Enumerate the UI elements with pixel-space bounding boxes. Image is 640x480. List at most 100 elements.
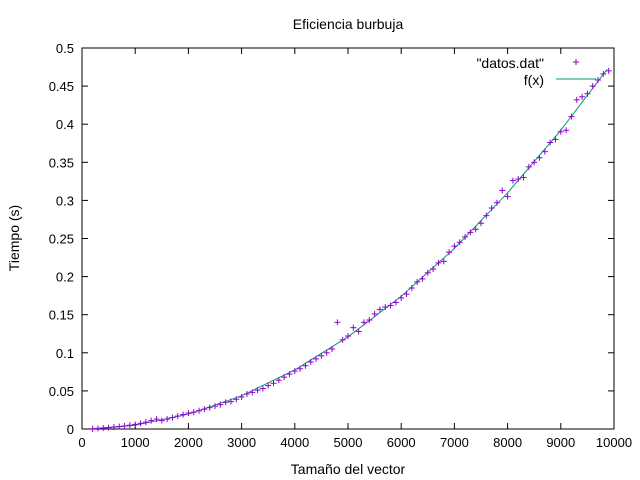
data-point: [430, 265, 437, 272]
data-point: [568, 113, 575, 120]
data-point: [206, 404, 213, 411]
data-point: [196, 407, 203, 414]
x-tick-label: 3000: [227, 435, 256, 450]
data-point: [515, 176, 522, 183]
data-point: [483, 212, 490, 219]
data-point: [302, 362, 309, 369]
x-tick-label: 5000: [334, 435, 363, 450]
x-tick-label: 2000: [174, 435, 203, 450]
data-point: [243, 390, 250, 397]
chart-title: Eficiencia burbuja: [293, 16, 404, 32]
data-point: [419, 275, 426, 282]
data-point: [360, 319, 367, 326]
data-point: [323, 349, 330, 356]
data-point: [509, 177, 516, 184]
data-point: [472, 226, 479, 233]
data-point: [366, 317, 373, 324]
data-point: [318, 352, 325, 359]
y-axis-ticks: 0 0.05 0.1 0.15 0.2 0.25 0.3 0.35 0.4 0.45 0.5: [49, 41, 614, 437]
data-point: [376, 306, 383, 313]
data-point: [478, 220, 484, 227]
data-point: [541, 148, 548, 155]
data-point: [398, 294, 405, 301]
data-point: [584, 90, 591, 97]
data-point: [392, 299, 399, 306]
data-point: [270, 380, 277, 387]
data-point: [158, 417, 165, 424]
data-point: [371, 310, 378, 317]
data-point: [451, 243, 458, 250]
data-point: [132, 421, 139, 428]
legend: "datos.dat" f(x): [476, 55, 596, 88]
data-point: [563, 127, 570, 134]
data-point: [462, 233, 469, 240]
data-point: [467, 229, 474, 236]
data-point: [105, 424, 112, 431]
y-tick-label: 0.35: [49, 155, 74, 170]
x-axis-ticks: 0 1000 2000 3000 4000 5000 6000 7000 8000 9000 100…: [78, 48, 632, 450]
data-point: [217, 401, 224, 408]
data-point: [350, 324, 357, 331]
x-tick-label: 0: [78, 435, 85, 450]
data-point: [201, 406, 208, 413]
data-point: [488, 205, 495, 212]
data-point: [387, 302, 394, 309]
data-point: [499, 187, 506, 194]
data-point: [148, 417, 155, 424]
y-tick-label: 0.25: [49, 232, 74, 247]
data-point: [424, 269, 431, 276]
data-point: [382, 304, 389, 311]
data-point: [116, 423, 123, 430]
data-point: [94, 425, 101, 432]
data-point: [520, 174, 527, 181]
data-point: [531, 159, 538, 166]
data-point: [446, 249, 453, 256]
data-point: [137, 420, 144, 427]
y-tick-label: 0.05: [49, 384, 74, 399]
data-point: [440, 258, 447, 265]
data-point: [126, 422, 133, 429]
data-point: [600, 70, 607, 77]
data-point: [297, 365, 304, 372]
data-point: [185, 409, 192, 416]
data-point: [355, 328, 362, 335]
data-point: [164, 416, 171, 423]
data-point: [121, 422, 128, 429]
x-tick-label: 4000: [280, 435, 309, 450]
data-point: [291, 368, 298, 375]
data-point: [345, 333, 351, 340]
x-tick-label: 10000: [596, 435, 632, 450]
data-point: [110, 424, 117, 431]
x-axis-label: Tamaño del vector: [291, 461, 406, 477]
data-point: [227, 398, 234, 405]
data-point: [174, 413, 181, 420]
data-point: [212, 403, 218, 410]
y-tick-label: 0.5: [56, 41, 74, 56]
y-tick-label: 0.3: [56, 193, 74, 208]
y-tick-label: 0: [67, 422, 74, 437]
data-point: [307, 358, 314, 365]
legend-label-datos: "datos.dat": [476, 55, 544, 71]
y-axis-label: Tiempo (s): [6, 205, 22, 271]
data-point: [525, 163, 532, 170]
data-point: [169, 414, 176, 421]
data-point: [536, 154, 543, 161]
data-point: [153, 416, 160, 423]
data-point: [573, 96, 580, 103]
data-point: [254, 387, 261, 394]
data-point: [557, 128, 564, 135]
data-point: [100, 425, 107, 432]
data-point: [595, 77, 602, 84]
y-tick-label: 0.2: [56, 270, 74, 285]
data-point: [313, 355, 320, 362]
data-point: [579, 93, 586, 100]
legend-plus-marker: [573, 59, 579, 65]
data-point: [142, 419, 149, 426]
data-point: [275, 377, 282, 384]
data-point: [589, 83, 596, 90]
data-point: [190, 409, 197, 416]
data-point: [414, 278, 421, 285]
y-tick-label: 0.45: [49, 79, 74, 94]
